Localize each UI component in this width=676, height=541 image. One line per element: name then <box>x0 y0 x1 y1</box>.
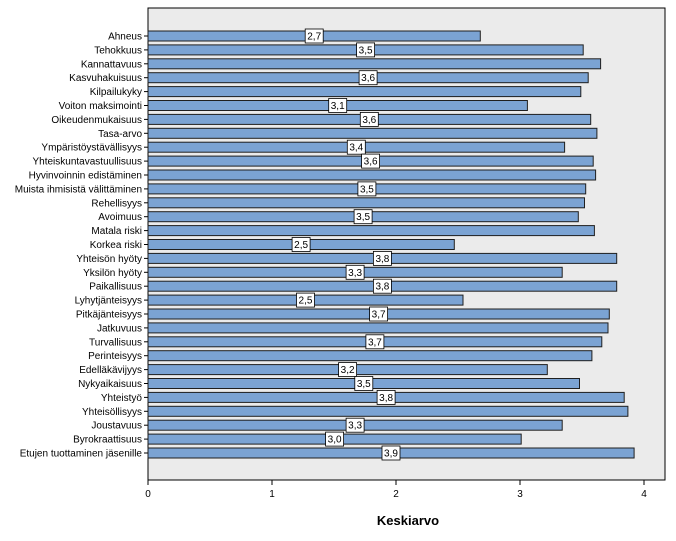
bar-23 <box>147 350 593 362</box>
x-tick-label-0: 0 <box>145 489 151 500</box>
data-label-9: 3,6 <box>364 157 378 168</box>
data-label-box-5 <box>328 98 348 113</box>
category-label-20: Pitkäjänteisyys <box>76 310 142 321</box>
data-label-box-30 <box>381 445 401 461</box>
data-label-30: 3,9 <box>384 449 398 460</box>
bar-27 <box>147 405 629 417</box>
category-label-0: Ahneus <box>108 32 142 43</box>
data-label-box-0 <box>304 28 324 44</box>
bar-4 <box>147 86 582 98</box>
data-label-box-18 <box>372 278 392 294</box>
data-label-box-9 <box>361 153 381 169</box>
category-label-6: Oikeudenmukaisuus <box>51 115 142 126</box>
x-tick-label-4: 4 <box>641 489 647 500</box>
category-label-1: Tehokkuus <box>94 45 142 56</box>
data-label-box-3 <box>358 70 378 86</box>
category-label-2: Kannattavuus <box>81 59 142 70</box>
bar-14 <box>147 225 595 237</box>
data-label-box-20 <box>369 306 389 322</box>
category-label-3: Kasvuhakuisuus <box>69 73 142 84</box>
data-label-6: 3,6 <box>362 115 376 126</box>
x-tick-label-1: 1 <box>269 489 275 500</box>
data-label-box-8 <box>346 139 366 155</box>
data-label-1: 3,5 <box>359 45 373 56</box>
data-label-box-13 <box>353 209 373 225</box>
data-label-13: 3,5 <box>356 212 370 223</box>
category-label-9: Yhteiskuntavastuullisuus <box>32 157 142 168</box>
x-axis-title: Keskiarvo <box>377 513 439 528</box>
data-label-8: 3,4 <box>349 143 363 154</box>
category-label-27: Yhteisöllisyys <box>82 407 142 418</box>
data-label-box-28 <box>345 417 365 433</box>
bar-21 <box>147 322 609 334</box>
category-labels: Ahneus Tehokkuus Kannattavuus Kasvuhakuisuu… <box>15 32 148 460</box>
category-label-15: Korkea riski <box>90 240 142 251</box>
data-label-box-15 <box>291 237 311 252</box>
data-label-29: 3,0 <box>328 435 342 446</box>
data-label-box-24 <box>338 362 358 378</box>
category-label-11: Muista ihmisistä välittäminen <box>15 184 142 195</box>
category-label-23: Perinteisyys <box>88 351 142 362</box>
category-label-13: Avoimuus <box>98 212 142 223</box>
data-label-28: 3,3 <box>348 421 362 432</box>
data-label-5: 3,1 <box>331 101 345 112</box>
data-label-box-11 <box>357 181 377 197</box>
data-label-3: 3,6 <box>361 73 375 84</box>
data-label-25: 3,5 <box>357 379 371 390</box>
data-label-box-29 <box>325 431 345 447</box>
x-axis-ticks: 0 1 2 3 4 <box>145 480 647 500</box>
bar-2 <box>147 58 602 70</box>
category-label-29: Byrokraattisuus <box>73 435 142 446</box>
bar-10 <box>147 169 597 181</box>
category-label-21: Jatkuvuus <box>97 323 142 334</box>
data-label-15: 2,5 <box>294 240 308 251</box>
data-label-box-25 <box>354 376 374 391</box>
data-label-box-17 <box>345 264 365 280</box>
data-label-box-16 <box>372 250 392 266</box>
data-label-19: 2,5 <box>299 296 313 307</box>
x-tick-label-3: 3 <box>517 489 523 500</box>
data-label-box-22 <box>365 334 385 350</box>
category-label-30: Etujen tuottaminen jäsenille <box>20 449 143 460</box>
bar-12 <box>147 197 585 209</box>
category-label-17: Yksilön hyöty <box>83 268 142 279</box>
data-label-box-26 <box>376 389 396 405</box>
data-label-24: 3,2 <box>341 365 355 376</box>
category-label-10: Hyvinvoinnin edistäminen <box>29 171 142 182</box>
category-label-7: Tasa-arvo <box>98 129 142 140</box>
category-label-24: Edelläkävijyys <box>79 365 142 376</box>
category-label-8: Ympäristöystävällisyys <box>41 143 142 154</box>
category-label-5: Voiton maksimointi <box>59 101 142 112</box>
data-label-box-1 <box>356 42 376 58</box>
data-label-box-19 <box>296 292 315 308</box>
category-label-22: Turvallisuus <box>89 337 142 348</box>
data-label-20: 3,7 <box>372 310 386 321</box>
data-label-0: 2,7 <box>307 32 321 43</box>
category-label-4: Kilpailukyky <box>90 87 142 98</box>
data-label-box-6 <box>359 112 379 127</box>
data-label-26: 3,8 <box>379 393 393 404</box>
bar-7 <box>147 127 598 139</box>
category-label-25: Nykyaikaisuus <box>78 379 142 390</box>
category-label-12: Rehellisyys <box>91 198 142 209</box>
data-labels: 2,73,53,63,13,63,43,63,53,52,53,83,33,82… <box>291 28 401 461</box>
data-label-17: 3,3 <box>348 268 362 279</box>
category-label-16: Yhteisön hyöty <box>76 254 142 265</box>
category-label-19: Lyhytjänteisyys <box>75 296 142 307</box>
x-tick-label-2: 2 <box>393 489 399 500</box>
category-label-14: Matala riski <box>91 226 142 237</box>
data-label-18: 3,8 <box>375 282 389 293</box>
category-label-18: Paikallisuus <box>89 282 142 293</box>
category-label-26: Yhteistyö <box>101 393 143 404</box>
category-label-28: Joustavuus <box>91 421 142 432</box>
data-label-11: 3,5 <box>360 184 374 195</box>
data-label-16: 3,8 <box>375 254 389 265</box>
data-label-22: 3,7 <box>368 337 382 348</box>
